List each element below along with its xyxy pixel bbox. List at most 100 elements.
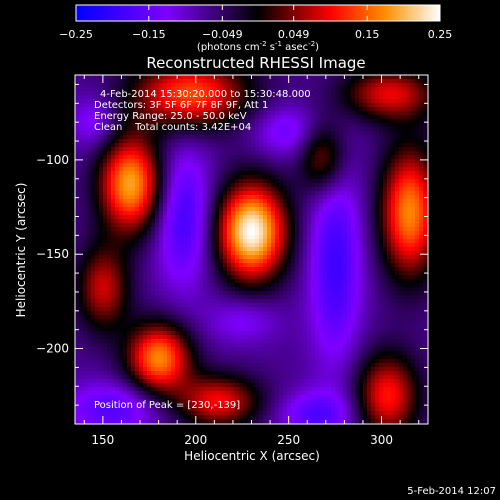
image-pixel [303,271,307,275]
image-pixel [127,111,131,115]
image-pixel [355,95,359,99]
image-pixel [415,199,419,203]
image-pixel [163,171,167,175]
image-pixel [255,247,259,251]
image-pixel [239,287,243,291]
image-pixel [95,207,99,211]
image-pixel [307,219,311,223]
image-pixel [395,143,399,147]
image-pixel [179,259,183,263]
image-pixel [179,143,183,147]
image-pixel [407,175,411,179]
image-pixel [119,203,123,207]
image-pixel [307,135,311,139]
image-pixel [95,235,99,239]
image-pixel [231,291,235,295]
image-pixel [103,99,107,103]
image-pixel [311,151,315,155]
image-pixel [131,131,135,135]
image-pixel [219,123,223,127]
image-pixel [171,291,175,295]
image-pixel [239,103,243,107]
image-pixel [131,243,135,247]
image-pixel [283,287,287,291]
image-pixel [235,95,239,99]
image-pixel [375,255,379,259]
image-pixel [211,191,215,195]
image-pixel [167,191,171,195]
image-pixel [207,255,211,259]
image-pixel [155,103,159,107]
image-pixel [359,131,363,135]
image-pixel [343,247,347,251]
image-pixel [127,91,131,95]
image-pixel [339,275,343,279]
image-pixel [139,191,143,195]
image-pixel [207,175,211,179]
image-pixel [215,271,219,275]
image-pixel [263,87,267,91]
image-pixel [243,247,247,251]
image-pixel [103,259,107,263]
image-pixel [155,251,159,255]
image-pixel [395,235,399,239]
image-pixel [123,107,127,111]
image-pixel [207,179,211,183]
image-pixel [223,231,227,235]
image-pixel [175,159,179,163]
image-pixel [279,87,283,91]
image-pixel [375,75,379,79]
image-pixel [191,171,195,175]
image-pixel [411,215,415,219]
image-pixel [407,159,411,163]
image-pixel [163,271,167,275]
image-pixel [319,131,323,135]
image-pixel [159,163,163,167]
image-pixel [343,295,347,299]
image-pixel [363,235,367,239]
image-pixel [283,123,287,127]
image-pixel [171,179,175,183]
image-pixel [395,191,399,195]
image-pixel [307,175,311,179]
image-pixel [339,211,343,215]
image-pixel [339,203,343,207]
image-pixel [203,115,207,119]
image-pixel [111,287,115,291]
image-pixel [231,275,235,279]
image-pixel [275,127,279,131]
image-pixel [263,207,267,211]
image-pixel [407,179,411,183]
image-pixel [319,171,323,175]
image-pixel [255,183,259,187]
image-pixel [231,199,235,203]
image-pixel [307,247,311,251]
image-pixel [419,231,423,235]
image-pixel [367,215,371,219]
image-pixel [203,127,207,131]
image-pixel [159,167,163,171]
image-pixel [143,191,147,195]
image-pixel [375,283,379,287]
image-pixel [287,175,291,179]
image-pixel [175,123,179,127]
image-pixel [195,179,199,183]
image-pixel [159,195,163,199]
image-pixel [235,259,239,263]
image-pixel [83,167,87,171]
image-pixel [303,123,307,127]
image-pixel [127,255,131,259]
image-pixel [263,231,267,235]
image-pixel [355,287,359,291]
image-pixel [387,271,391,275]
image-pixel [319,267,323,271]
image-pixel [291,195,295,199]
image-pixel [279,263,283,267]
image-pixel [239,147,243,151]
image-pixel [91,199,95,203]
image-pixel [311,195,315,199]
image-pixel [231,107,235,111]
image-pixel [171,259,175,263]
image-pixel [251,159,255,163]
image-pixel [379,167,383,171]
